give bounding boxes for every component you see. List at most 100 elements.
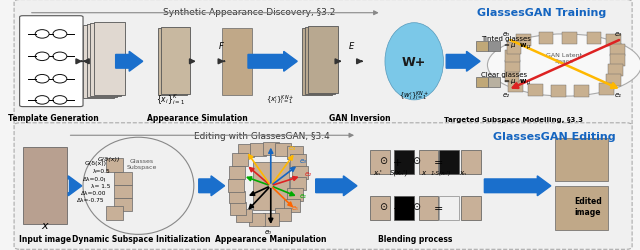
Bar [516, 35, 531, 47]
Bar [394, 196, 413, 220]
Bar [222, 28, 252, 96]
Text: Template Generation: Template Generation [8, 113, 99, 122]
Bar [115, 198, 132, 211]
Bar [284, 200, 300, 212]
FancyArrow shape [484, 176, 551, 196]
Bar [370, 196, 390, 220]
Bar [83, 26, 114, 99]
Bar [287, 188, 303, 201]
Text: ⊙: ⊙ [380, 202, 387, 211]
Bar [291, 155, 307, 168]
Bar [606, 75, 621, 86]
Text: e₁: e₁ [300, 192, 307, 198]
Text: e₅: e₅ [292, 204, 299, 210]
Bar [302, 28, 332, 96]
Text: e₂: e₂ [304, 170, 311, 176]
Bar [287, 146, 303, 159]
Bar [419, 151, 438, 174]
Bar [94, 22, 125, 96]
FancyArrow shape [116, 52, 143, 72]
Bar [157, 28, 187, 96]
Bar [586, 33, 602, 45]
Text: Δλ=0.0ᴉ: Δλ=0.0ᴉ [83, 176, 106, 181]
Text: +: + [393, 204, 403, 213]
Bar [263, 214, 279, 226]
Bar [115, 185, 132, 198]
Bar [488, 42, 500, 51]
Text: Synthetic Appearance Discovery, §3.2: Synthetic Appearance Discovery, §3.2 [163, 8, 335, 16]
Text: $\{x_i'\}_{i=1}^{KN+}$: $\{x_i'\}_{i=1}^{KN+}$ [266, 94, 294, 107]
Bar [236, 209, 252, 222]
Text: $\{x_i\}_{i=1}^{K}$: $\{x_i\}_{i=1}^{K}$ [156, 92, 185, 107]
Text: Input image: Input image [19, 234, 71, 243]
Bar [506, 61, 520, 73]
Text: W+: W+ [402, 56, 426, 68]
Text: Glasses
Subspace: Glasses Subspace [126, 159, 157, 170]
Bar [476, 78, 488, 88]
Text: GlassesGAN Editing: GlassesGAN Editing [493, 132, 615, 141]
Bar [106, 159, 123, 172]
FancyBboxPatch shape [14, 0, 632, 126]
Text: Δλ=-0.75: Δλ=-0.75 [77, 198, 104, 203]
Text: =: = [434, 158, 444, 168]
Text: x: x [421, 170, 426, 175]
Bar [394, 151, 413, 174]
Bar [305, 28, 335, 95]
Bar [161, 28, 190, 95]
Text: ⊙: ⊙ [412, 202, 420, 211]
Text: e₃: e₃ [300, 157, 307, 163]
FancyBboxPatch shape [14, 123, 632, 249]
Bar [476, 42, 488, 51]
Bar [610, 45, 625, 57]
Bar [608, 65, 623, 77]
Text: E: E [349, 42, 354, 51]
FancyArrow shape [68, 176, 82, 196]
Bar [610, 55, 625, 67]
Text: GAN Latent
Space: GAN Latent Space [547, 53, 582, 64]
FancyArrow shape [199, 176, 225, 196]
Bar [562, 33, 577, 45]
FancyBboxPatch shape [20, 17, 83, 107]
Circle shape [488, 35, 640, 97]
Bar [228, 179, 244, 192]
Bar [292, 166, 308, 179]
Text: xₙ': xₙ' [374, 170, 382, 175]
Bar [249, 214, 265, 226]
Bar [599, 83, 614, 95]
Text: F: F [218, 42, 223, 51]
Bar [22, 148, 67, 224]
Bar [506, 51, 520, 63]
Bar [556, 138, 608, 182]
Text: Dynamic Subspace Initialization: Dynamic Subspace Initialization [72, 234, 211, 243]
FancyArrow shape [248, 52, 297, 72]
Bar [253, 162, 289, 210]
Text: S(xₙ'): S(xₙ') [390, 169, 409, 175]
Bar [574, 85, 589, 97]
Text: +: + [393, 158, 403, 168]
Bar [232, 154, 248, 166]
Text: ⊙: ⊙ [412, 156, 420, 166]
Bar [308, 27, 338, 94]
Bar [538, 33, 554, 45]
Text: $\{w_i'\}_{i=1}^{KN+}$: $\{w_i'\}_{i=1}^{KN+}$ [399, 89, 429, 102]
Text: Clear glasses: Clear glasses [481, 72, 527, 78]
Text: G(δ(x)): G(δ(x)) [98, 157, 120, 162]
Bar [505, 71, 520, 83]
Text: GAN Inversion: GAN Inversion [329, 113, 391, 122]
Bar [115, 172, 132, 186]
Bar [263, 142, 279, 155]
Bar [291, 177, 307, 190]
Bar [87, 24, 118, 98]
Text: Blending process: Blending process [378, 234, 452, 243]
Text: e₁: e₁ [615, 91, 622, 97]
Text: λ= 1.5: λ= 1.5 [92, 183, 111, 188]
Text: Tinted glasses: Tinted glasses [481, 36, 531, 42]
Text: e₃: e₃ [615, 30, 622, 36]
Text: Appearance Simulation: Appearance Simulation [147, 113, 247, 122]
Bar [275, 208, 291, 221]
Bar [275, 144, 291, 156]
Text: G(δ(x)): G(δ(x)) [84, 160, 106, 166]
Text: $= \mu$  $\mathbf{w}_\mu$: $= \mu$ $\mathbf{w}_\mu$ [502, 41, 531, 52]
Text: x: x [42, 220, 48, 230]
Bar [106, 206, 123, 220]
